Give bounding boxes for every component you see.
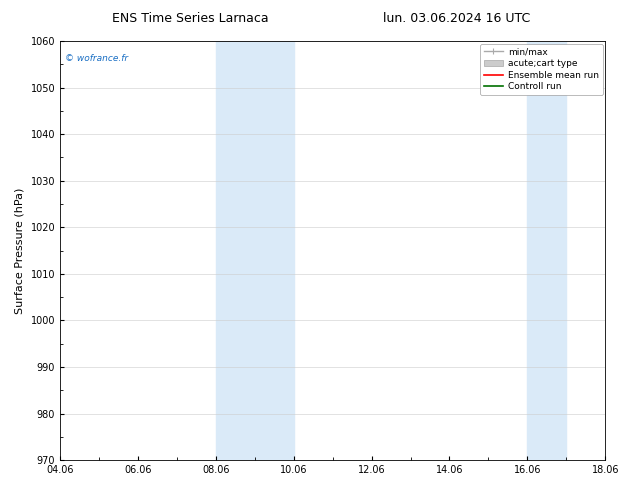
- Bar: [216, 41, 294, 460]
- Legend: min/max, acute;cart type, Ensemble mean run, Controll run: min/max, acute;cart type, Ensemble mean …: [480, 44, 602, 95]
- Text: ENS Time Series Larnaca: ENS Time Series Larnaca: [112, 12, 269, 25]
- Text: lun. 03.06.2024 16 UTC: lun. 03.06.2024 16 UTC: [383, 12, 530, 25]
- Text: © wofrance.fr: © wofrance.fr: [65, 53, 129, 63]
- Bar: [527, 41, 566, 460]
- Y-axis label: Surface Pressure (hPa): Surface Pressure (hPa): [15, 187, 25, 314]
